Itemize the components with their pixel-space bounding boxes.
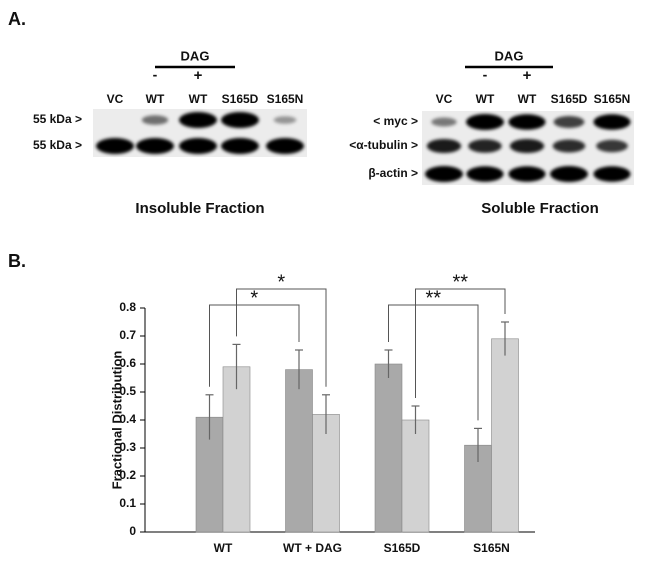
row-label: < myc > [373, 114, 418, 128]
blot-band [141, 115, 169, 125]
blot-band [553, 116, 585, 128]
y-tick-label: 0.6 [119, 356, 136, 370]
blot-band [96, 138, 134, 154]
blot-band [179, 112, 217, 128]
treatment-label: DAG [181, 48, 210, 63]
significance-bracket [209, 304, 300, 387]
blot-band [468, 139, 502, 153]
blot-band [221, 138, 259, 154]
x-tick-label: WT [214, 541, 233, 555]
blot-band [596, 139, 628, 153]
x-tick-label: S165D [384, 541, 421, 555]
chart: 0 0.1 0.2 0.3 0.4 0.5 0.6 0.7 0.8 Fractional Dist… [109, 271, 535, 555]
blot-band [221, 112, 259, 128]
blot-band [508, 114, 546, 130]
y-tick-label: 0.2 [119, 468, 136, 482]
blot-band [593, 114, 631, 130]
panel-label: A. [8, 9, 26, 29]
blot-band [466, 114, 504, 130]
lane-label: WT [476, 92, 495, 106]
lane-label: S165N [594, 92, 631, 106]
y-tick-label: 0.1 [119, 496, 136, 510]
lane-label: S165N [267, 92, 304, 106]
treatment-mark: - [483, 67, 488, 83]
blot-band [431, 117, 457, 127]
lane-label: VC [107, 92, 124, 106]
y-tick-label: 0 [129, 524, 136, 538]
bar [285, 369, 313, 533]
blot-band [509, 139, 545, 153]
blot-band [593, 166, 631, 182]
blot-band [552, 139, 586, 153]
fraction-caption: Insoluble Fraction [135, 200, 264, 217]
lane-label: WT [518, 92, 537, 106]
y-tick-label: 0.5 [119, 384, 136, 398]
blot-band [426, 139, 462, 153]
blot-band [266, 138, 304, 154]
row-label: β-actin > [368, 166, 418, 180]
panel-label: B. [8, 251, 26, 271]
row-label: <α-tubulin > [349, 138, 418, 152]
lane-label: S165D [551, 92, 588, 106]
y-axis-title: Fractional Distribution [109, 351, 124, 490]
treatment-mark: + [194, 67, 203, 84]
significance-label: ** [452, 271, 468, 293]
significance-bracket [415, 288, 506, 398]
y-tick-label: 0.3 [119, 440, 136, 454]
significance-label: * [250, 287, 258, 309]
treatment-mark: - [153, 67, 158, 83]
significance-label: ** [425, 287, 441, 309]
treatment-mark: + [523, 67, 532, 84]
lane-label: S165D [222, 92, 259, 106]
lane-label: WT [189, 92, 208, 106]
blot-band [136, 138, 174, 154]
blot-band [273, 116, 297, 124]
y-tick-label: 0.7 [119, 328, 136, 342]
row-label: 55 kDa > [33, 138, 82, 152]
y-tick-label: 0.8 [119, 300, 136, 314]
significance-bracket [388, 304, 479, 421]
bar [401, 419, 430, 533]
blot-band [508, 166, 546, 182]
lane-label: WT [146, 92, 165, 106]
significance-bracket [236, 288, 327, 387]
significance-label: * [277, 271, 285, 293]
bar [222, 366, 251, 533]
blot-band [550, 166, 588, 182]
x-tick-label: WT + DAG [283, 541, 342, 555]
lane-label: VC [436, 92, 453, 106]
bar [491, 338, 519, 533]
row-label: 55 kDa > [33, 112, 82, 126]
blot-band [179, 138, 217, 154]
x-tick-label: S165N [473, 541, 510, 555]
fraction-caption: Soluble Fraction [481, 200, 599, 217]
y-tick-label: 0.4 [119, 412, 136, 426]
bar [374, 363, 403, 533]
blot-band [466, 166, 504, 182]
blot-band [425, 166, 463, 182]
treatment-label: DAG [495, 48, 524, 63]
